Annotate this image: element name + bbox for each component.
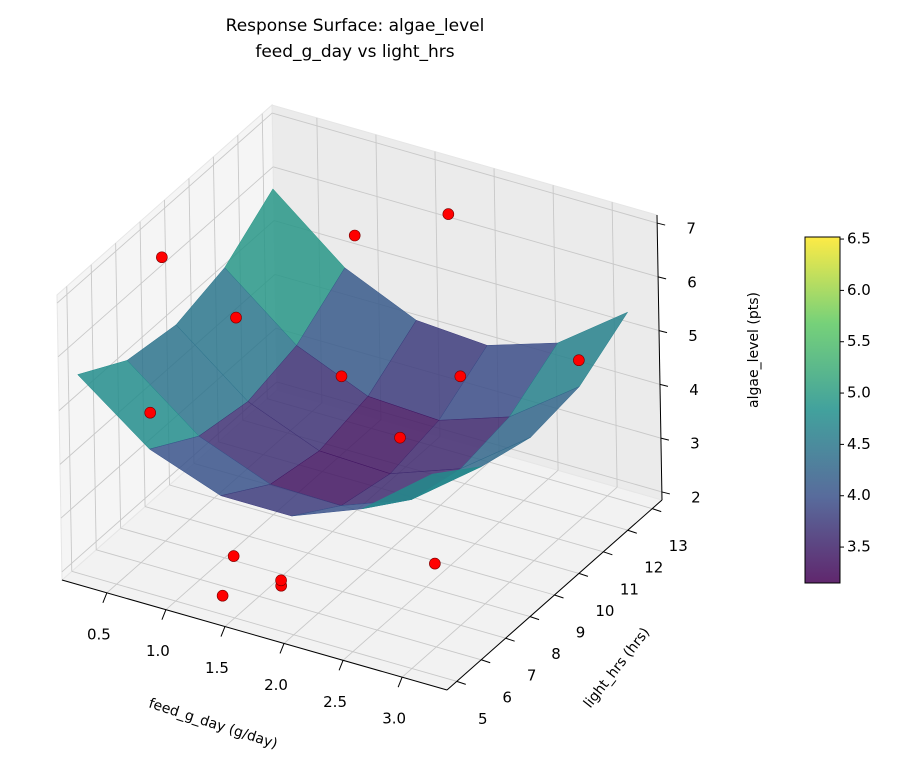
y-tick-label: 10 (595, 602, 614, 620)
y-tick-label: 12 (644, 559, 663, 577)
chart-subtitle: feed_g_day vs light_hrs (255, 42, 454, 62)
axis-line (446, 499, 663, 691)
z-tick-label: 3 (690, 435, 700, 453)
y-tick (603, 551, 613, 556)
colorbar-tick-label: 5.0 (847, 384, 871, 402)
x-tick-label: 2.0 (264, 676, 288, 694)
grid-line (56, 112, 273, 304)
x-axis-label: feed_g_day (g/day) (147, 696, 280, 753)
x-tick (338, 660, 344, 671)
data-point (156, 251, 168, 264)
y-tick (456, 680, 466, 685)
colorbar-tick-label: 4.5 (847, 435, 871, 453)
grid-line (272, 166, 659, 278)
y-tick (627, 529, 637, 534)
data-point (348, 229, 361, 242)
colorbar-tick-label: 4.0 (847, 486, 871, 504)
x-tick (279, 643, 285, 654)
z-tick-label: 2 (691, 488, 701, 506)
axis-line (61, 579, 448, 691)
axis-line (656, 214, 663, 501)
y-tick (481, 659, 491, 664)
x-tick-label: 2.5 (323, 693, 347, 711)
y-tick (529, 616, 540, 621)
data-point (335, 370, 348, 383)
data-point (216, 589, 229, 602)
y-tick-label: 8 (551, 645, 561, 663)
y-tick (578, 572, 589, 577)
grid-line (169, 484, 555, 596)
y-tick (554, 594, 564, 599)
z-tick-label: 7 (686, 220, 696, 238)
colorbar-tick-label: 5.5 (847, 332, 871, 350)
y-tick-label: 9 (576, 624, 586, 642)
grid-line (611, 202, 618, 488)
y-tick (505, 637, 515, 642)
grid-line (273, 220, 660, 332)
grid-line (552, 185, 559, 471)
z-tick (657, 222, 666, 226)
data-point (454, 370, 467, 383)
x-tick-label: 1.0 (146, 642, 170, 660)
z-tick-label: 4 (689, 381, 699, 399)
grid-line (272, 112, 658, 224)
z-tick-label: 5 (688, 327, 698, 345)
colorbar (804, 236, 841, 584)
y-tick-label: 5 (478, 710, 488, 728)
z-tick (661, 491, 670, 495)
z-tick (660, 437, 670, 441)
x-tick-label: 1.5 (205, 659, 229, 677)
grid-line (144, 506, 531, 618)
y-tick-label: 6 (502, 688, 512, 706)
z-axis-label: algae_level (pts) (746, 292, 762, 408)
grid-line (71, 570, 457, 682)
z-tick (657, 276, 667, 280)
y-tick-label: 13 (669, 537, 688, 555)
x-tick (161, 609, 167, 620)
surface-cell (361, 466, 482, 510)
data-point (230, 311, 242, 324)
grid-line (66, 286, 73, 572)
grid-line (120, 527, 506, 639)
colorbar-tick-label: 6.5 (847, 230, 871, 248)
grid-line (90, 264, 97, 550)
y-tick-label: 11 (620, 580, 639, 598)
chart-title: Response Surface: algae_level (226, 16, 485, 36)
data-point (227, 550, 240, 562)
colorbar-tick-label: 3.5 (847, 538, 871, 556)
data-point (429, 557, 441, 570)
z-tick-label: 6 (687, 273, 697, 291)
grid-line (96, 549, 482, 661)
data-point (573, 354, 585, 367)
data-point (394, 431, 406, 444)
y-tick (652, 508, 662, 513)
data-point (442, 208, 455, 220)
data-point (275, 574, 287, 587)
x-tick-label: 0.5 (87, 625, 111, 643)
x-tick (397, 676, 403, 688)
z-tick (658, 330, 668, 334)
z-tick (659, 383, 669, 387)
x-tick (102, 592, 108, 604)
y-axis-label: light_hrs (hrs) (581, 625, 653, 711)
data-point (144, 406, 157, 419)
y-tick-label: 7 (527, 667, 537, 685)
x-tick (220, 626, 226, 637)
grid-line (57, 166, 274, 358)
colorbar-tick-label: 6.0 (847, 281, 871, 299)
x-tick-label: 3.0 (382, 710, 406, 728)
